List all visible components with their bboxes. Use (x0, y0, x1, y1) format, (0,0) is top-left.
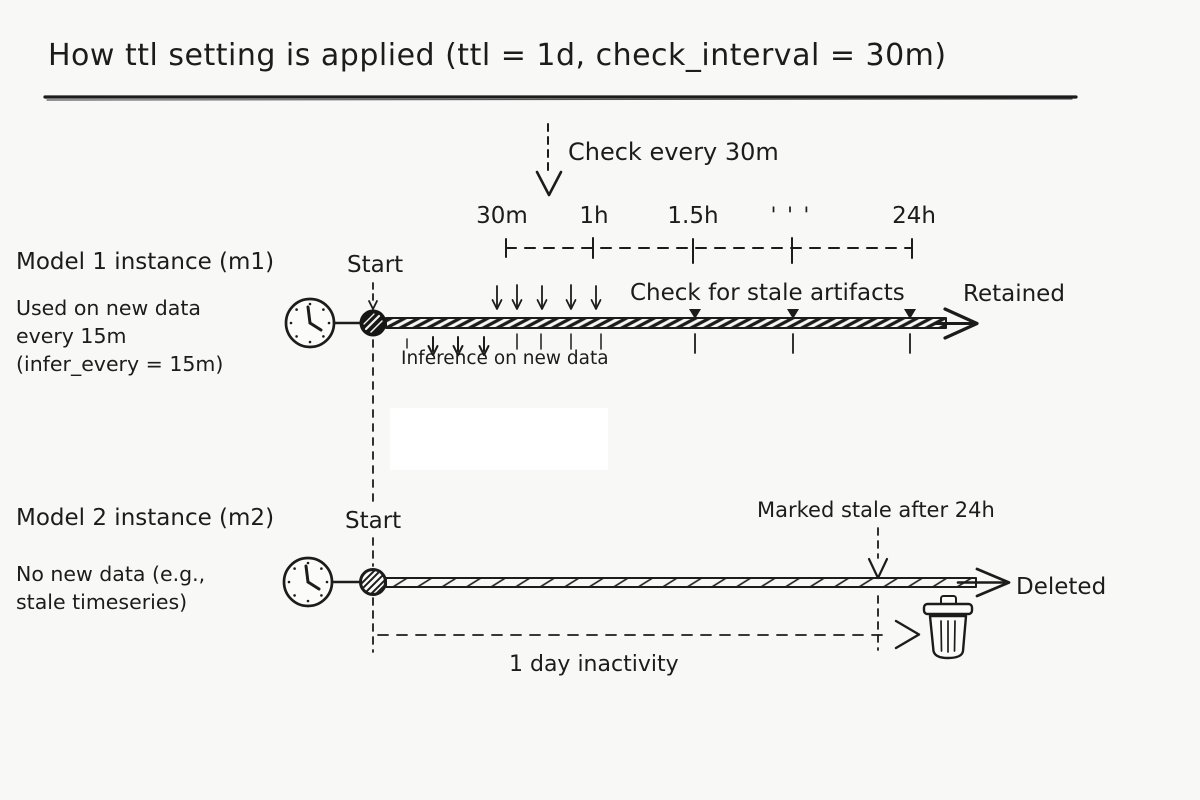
model1-description-line: (infer_every = 15m) (16, 352, 224, 376)
model2-outcome-label: Deleted (1016, 574, 1107, 600)
check-interval-label: Check every 30m (568, 138, 779, 166)
check-stale-label: Check for stale artifacts (630, 280, 905, 306)
model1-start-dashed-line (368, 282, 378, 506)
clock-icon (282, 556, 334, 608)
model2-timeline (385, 567, 1011, 598)
paper-patch (390, 408, 608, 470)
model1-description-line: every 15m (16, 324, 127, 348)
arrow-right-icon (894, 619, 921, 650)
model1-timeline (385, 307, 979, 340)
inference-arrows-icon (427, 336, 490, 356)
model2-title: Model 2 instance (m2) (16, 505, 275, 531)
model2-description-line: No new data (e.g., (16, 562, 206, 586)
marked-stale-label: Marked stale after 24h (757, 498, 995, 522)
ruler-tick-label-1-5h: 1.5h (667, 203, 719, 229)
model1-start-dot (359, 309, 387, 337)
ruler-tick-label-30m: 30m (476, 203, 528, 229)
clock-icon (284, 297, 336, 349)
model2-start-dot (359, 568, 387, 596)
model1-description-line: Used on new data (16, 296, 201, 320)
model2-start-label: Start (345, 508, 402, 534)
inference-label: Inference on new data (401, 348, 609, 369)
model1-title: Model 1 instance (m1) (16, 249, 275, 275)
model1-start-label: Start (347, 252, 404, 278)
inactivity-dashed-arrow (377, 619, 921, 650)
model1-outcome-label: Retained (963, 281, 1065, 307)
arrow-right-icon (943, 307, 979, 340)
interval-ruler (505, 237, 913, 264)
model2-description-line: stale timeseries) (16, 590, 188, 614)
check-interval-arrow-icon (535, 123, 563, 197)
model1-description: Used on new data every 15m (infer_every … (16, 294, 223, 378)
timeline-ticks (406, 333, 911, 354)
ruler-tick-label-1h: 1h (579, 203, 609, 229)
marked-stale-arrow-icon (867, 527, 889, 651)
ruler-tick-label-24h: 24h (892, 203, 936, 229)
inactivity-label: 1 day inactivity (509, 652, 679, 677)
page-title: How ttl setting is applied (ttl = 1d, ch… (48, 38, 947, 73)
model2-description: No new data (e.g., stale timeseries) (16, 560, 205, 616)
arrow-right-icon (975, 567, 1011, 598)
trash-icon (922, 595, 974, 660)
title-underline (43, 95, 1078, 101)
new-data-arrows-icon (491, 284, 602, 310)
ruler-tick-label-ellipsis: ' ' ' (770, 203, 812, 227)
stale-check-markers (689, 309, 916, 319)
